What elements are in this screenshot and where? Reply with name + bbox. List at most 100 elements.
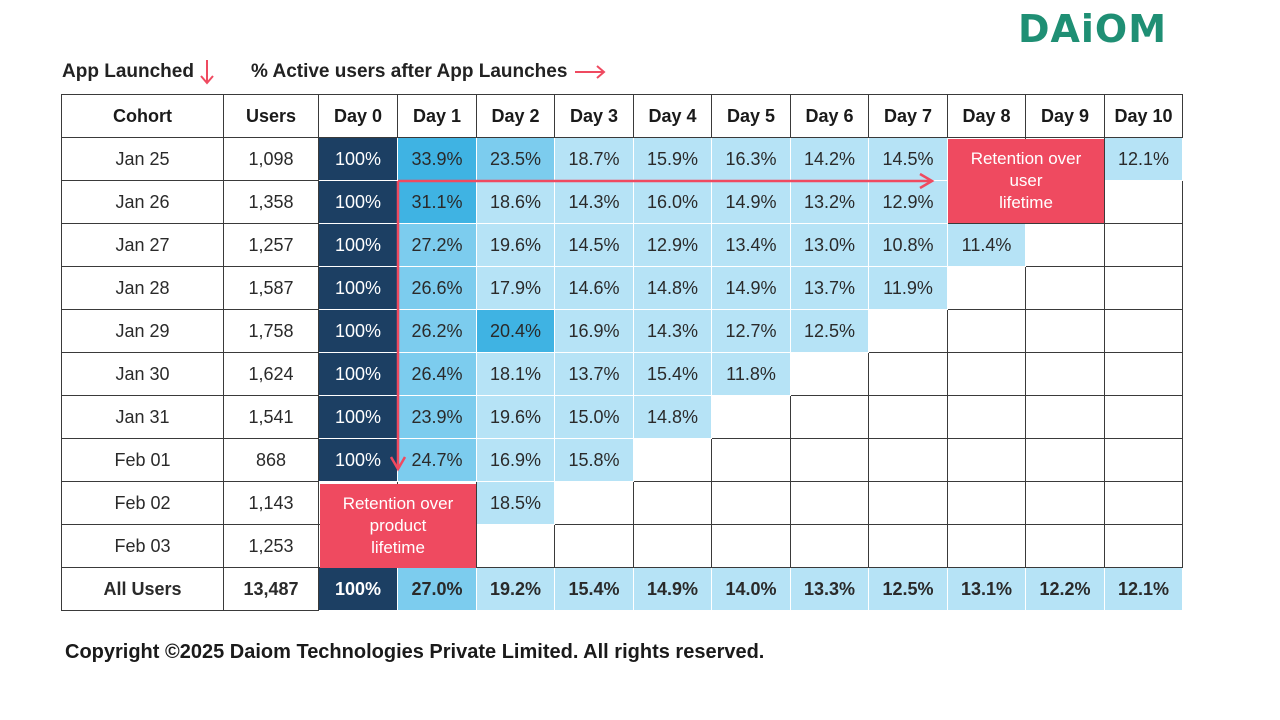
retention-cell: 100%: [318, 180, 398, 224]
retention-cell: 20.4%: [476, 309, 555, 353]
cohort-label: Jan 28: [61, 266, 224, 310]
users-count: 1,253: [223, 524, 319, 568]
rows-caption-text: App Launched: [62, 61, 194, 82]
empty-cell: [1104, 180, 1183, 224]
empty-cell: [1025, 309, 1105, 353]
retention-cell: 14.9%: [711, 266, 791, 310]
cohort-label: Jan 31: [61, 395, 224, 439]
table-row: Feb 03 1,253: [61, 524, 1183, 568]
retention-cell: 100%: [318, 438, 398, 482]
empty-cell: [554, 481, 634, 525]
retention-cell: 15.0%: [554, 395, 634, 439]
users-count: 1,098: [223, 137, 319, 181]
retention-cell: 14.5%: [554, 223, 634, 267]
column-header: Day 0: [318, 94, 398, 138]
empty-cell: [1104, 524, 1183, 568]
retention-cell: 14.6%: [554, 266, 634, 310]
retention-cell: 16.0%: [633, 180, 712, 224]
empty-cell: [476, 524, 555, 568]
empty-cell: [711, 481, 791, 525]
empty-cell: [947, 266, 1026, 310]
callout-product-lifetime: Retention over product lifetime: [320, 484, 476, 568]
column-header: Day 4: [633, 94, 712, 138]
empty-cell: [868, 438, 948, 482]
empty-cell: [1025, 266, 1105, 310]
retention-cell: 12.5%: [790, 309, 869, 353]
retention-cell: 33.9%: [397, 137, 477, 181]
retention-cell: 18.1%: [476, 352, 555, 396]
retention-cell: 27.2%: [397, 223, 477, 267]
cols-caption-text: % Active users after App Launches: [251, 61, 568, 82]
retention-cell: 13.7%: [790, 266, 869, 310]
empty-cell: [1104, 395, 1183, 439]
retention-cell: 18.7%: [554, 137, 634, 181]
empty-cell: [633, 438, 712, 482]
retention-cell: 16.9%: [554, 309, 634, 353]
empty-cell: [633, 524, 712, 568]
retention-cell: 100%: [318, 137, 398, 181]
empty-cell: [947, 309, 1026, 353]
retention-cell: 100%: [318, 309, 398, 353]
arrow-down-icon: [200, 60, 214, 85]
empty-cell: [633, 481, 712, 525]
table-row: Jan 27 1,257 100% 27.2% 19.6% 14.5% 12.9% 13.4%…: [61, 223, 1183, 267]
empty-cell: [947, 438, 1026, 482]
empty-cell: [790, 395, 869, 439]
arrow-right-icon: [575, 65, 606, 79]
retention-cell: 13.2%: [790, 180, 869, 224]
retention-cell: 16.9%: [476, 438, 555, 482]
retention-cell: 13.0%: [790, 223, 869, 267]
users-count: 1,541: [223, 395, 319, 439]
cohort-label: Jan 27: [61, 223, 224, 267]
empty-cell: [711, 395, 791, 439]
cohort-label: Feb 02: [61, 481, 224, 525]
table-row: Feb 01 868 100% 24.7% 16.9% 15.8%: [61, 438, 1183, 482]
users-count: 1,758: [223, 309, 319, 353]
retention-cell: 13.4%: [711, 223, 791, 267]
callout-user-lifetime: Retention over user lifetime: [948, 139, 1104, 223]
column-header: Users: [223, 94, 319, 138]
retention-cell: 17.9%: [476, 266, 555, 310]
retention-cell: 12.7%: [711, 309, 791, 353]
retention-cell: 19.2%: [476, 567, 555, 611]
cols-caption: % Active users after App Launches: [251, 59, 607, 85]
rows-caption: App Launched: [62, 59, 214, 85]
empty-cell: [1025, 524, 1105, 568]
empty-cell: [790, 524, 869, 568]
empty-cell: [868, 352, 948, 396]
users-count: 13,487: [223, 567, 319, 611]
retention-cell: 18.6%: [476, 180, 555, 224]
retention-cell: 100%: [318, 567, 398, 611]
empty-cell: [790, 481, 869, 525]
column-header: Day 2: [476, 94, 555, 138]
empty-cell: [1025, 438, 1105, 482]
retention-cell: 10.8%: [868, 223, 948, 267]
total-row: All Users 13,487 100% 27.0% 19.2% 15.4% 14.9% 1…: [61, 567, 1183, 611]
column-header: Day 3: [554, 94, 634, 138]
table-row: Jan 31 1,541 100% 23.9% 19.6% 15.0% 14.8%: [61, 395, 1183, 439]
empty-cell: [947, 524, 1026, 568]
retention-cell: 12.1%: [1104, 567, 1183, 611]
retention-cell: 27.0%: [397, 567, 477, 611]
empty-cell: [1025, 352, 1105, 396]
column-header: Day 10: [1104, 94, 1183, 138]
empty-cell: [868, 524, 948, 568]
retention-cell: 26.4%: [397, 352, 477, 396]
retention-cell: 13.3%: [790, 567, 869, 611]
column-header: Day 9: [1025, 94, 1105, 138]
copyright-footer: Copyright ©2025 Daiom Technologies Priva…: [65, 641, 765, 663]
column-header: Day 6: [790, 94, 869, 138]
retention-cell: 14.9%: [711, 180, 791, 224]
users-count: 1,257: [223, 223, 319, 267]
table-row: Feb 02 1,143 18.5%: [61, 481, 1183, 525]
retention-cell: 26.6%: [397, 266, 477, 310]
column-header: Day 5: [711, 94, 791, 138]
cohort-label: Jan 25: [61, 137, 224, 181]
retention-cell: 23.9%: [397, 395, 477, 439]
retention-cell: 16.3%: [711, 137, 791, 181]
retention-cell: 13.7%: [554, 352, 634, 396]
retention-cell: 15.8%: [554, 438, 634, 482]
empty-cell: [1104, 223, 1183, 267]
empty-cell: [1025, 223, 1105, 267]
column-header: Cohort: [61, 94, 224, 138]
